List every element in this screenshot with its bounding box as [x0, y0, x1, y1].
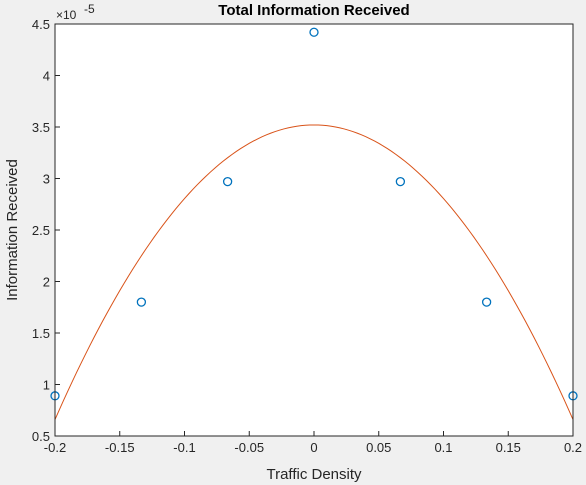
data-point-marker: [136, 297, 147, 307]
y-tick-label: 4: [43, 69, 50, 84]
y-tick-label: 3: [43, 172, 50, 187]
series-layer: [50, 27, 578, 420]
plot-border: [54, 23, 574, 437]
data-point-marker: [309, 27, 319, 37]
data-point-marker: [395, 176, 406, 187]
y-tick-label: 1.5: [32, 326, 50, 341]
y-tick-label: 4.5: [32, 17, 50, 32]
x-tick-label: -0.1: [173, 440, 195, 455]
plot-area: [55, 24, 573, 436]
x-tick-label: 0.2: [564, 440, 582, 455]
y-tick-label: 0.5: [32, 429, 50, 444]
x-tick-label: -0.2: [44, 440, 66, 455]
y-axis-label: Information Received: [4, 159, 21, 301]
x-axis-label: Traffic Density: [266, 466, 362, 483]
chart-title: Total Information Received: [218, 2, 409, 19]
y-tick-label: 2: [43, 275, 50, 290]
y-tick-label: 3.5: [32, 120, 50, 135]
x-tick-label: -0.15: [105, 440, 135, 455]
data-point-marker: [222, 176, 233, 187]
x-tick-label: 0.1: [434, 440, 452, 455]
fit-curve-line: [54, 124, 574, 420]
y-exponent-base: ×10: [56, 8, 77, 22]
x-tick-label: 0.05: [366, 440, 391, 455]
y-exponent-power: -5: [84, 2, 95, 16]
y-tick-label: 2.5: [32, 223, 50, 238]
x-tick-label: 0.15: [496, 440, 521, 455]
y-axis-ticks: 0.5 1 1.5 2 2.5 3 3.5 4 4.5: [32, 17, 60, 444]
x-tick-label: 0: [310, 440, 317, 455]
x-axis-ticks: -0.2 -0.15 -0.1 -0.05 0 0.05 0.1 0.15 0.2: [44, 431, 582, 455]
x-tick-label: -0.05: [234, 440, 264, 455]
y-tick-label: 1: [43, 378, 50, 393]
data-point-marker: [481, 297, 492, 307]
